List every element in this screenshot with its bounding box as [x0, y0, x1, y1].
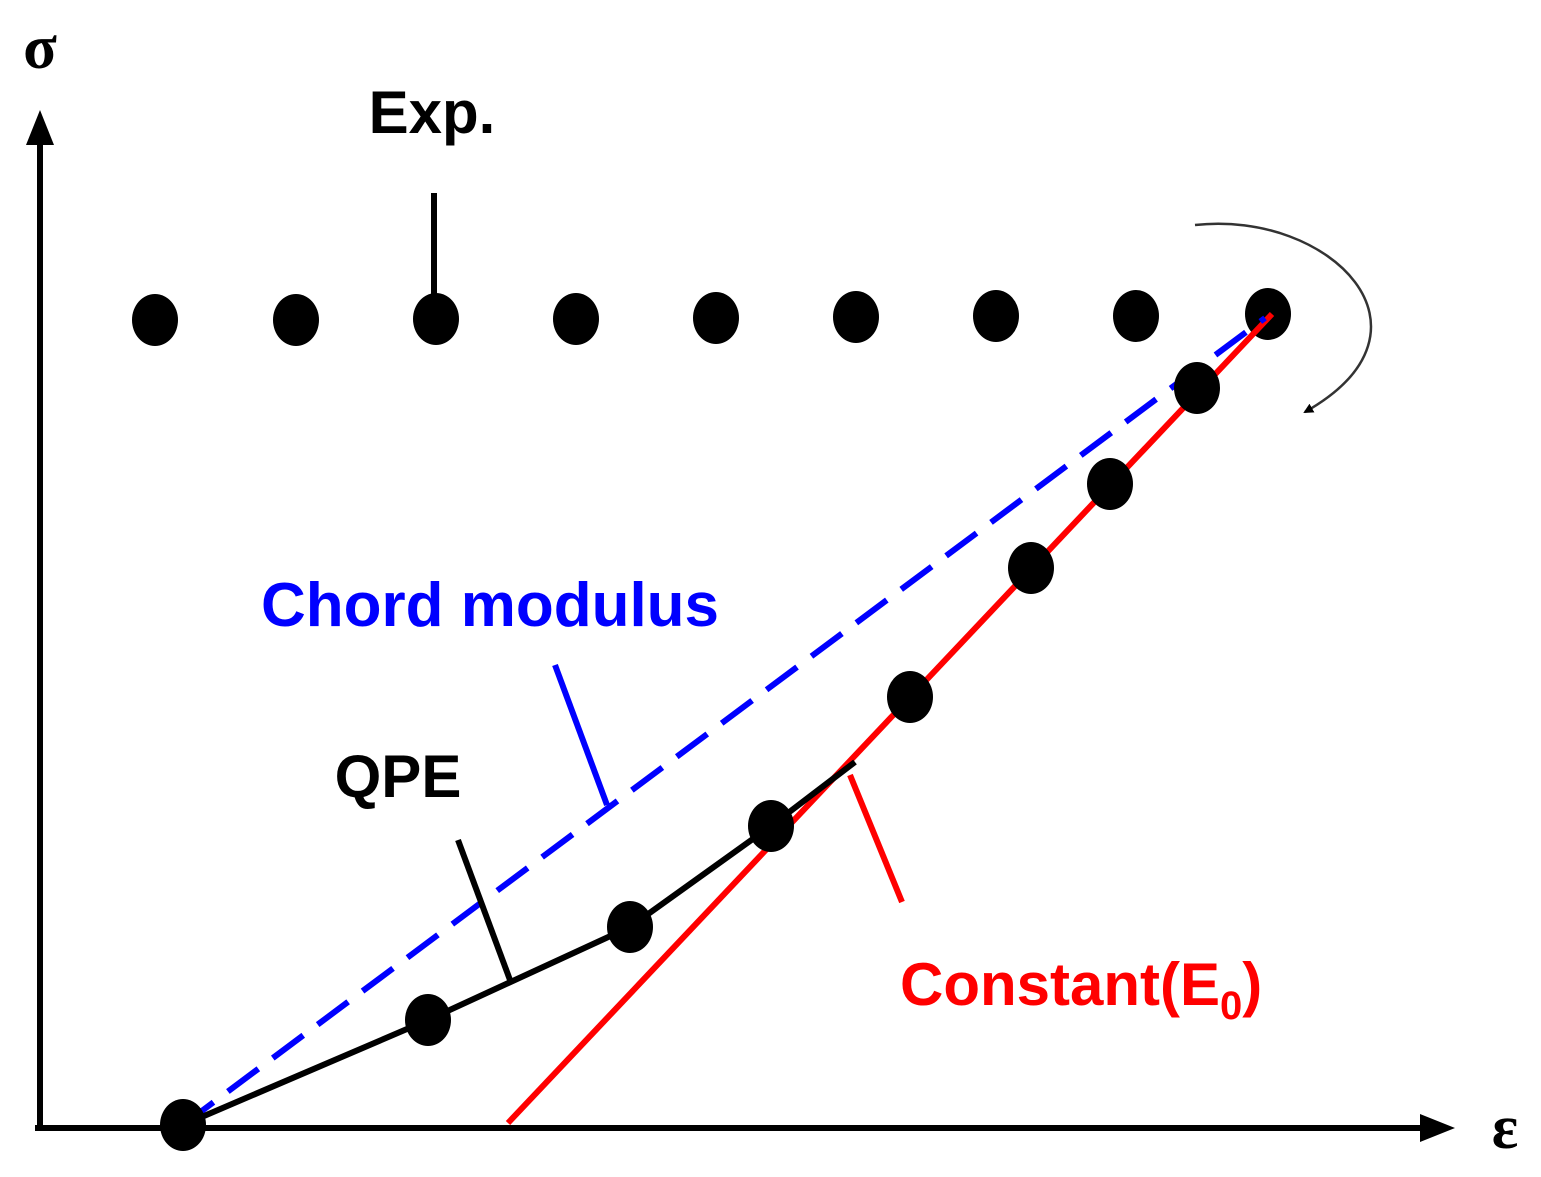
- curve-dots: [160, 362, 1220, 1151]
- chord-line: [181, 315, 1267, 1128]
- axes: [26, 110, 1455, 1142]
- chord-leader: [552, 663, 610, 807]
- constant-text: Constant(E: [900, 951, 1220, 1018]
- y-label: σ: [23, 14, 57, 82]
- x-label: ε: [1492, 1094, 1519, 1162]
- constant-subscript: 0: [1220, 984, 1242, 1028]
- qpe-leader: [455, 838, 513, 982]
- constant-line: [505, 311, 1275, 1126]
- exp-label: Exp.: [369, 79, 496, 146]
- y-arrow: [26, 110, 54, 145]
- chord-label: Chord modulus: [261, 571, 719, 640]
- x-arrow: [1420, 1114, 1455, 1142]
- qpe-label: QPE: [335, 743, 462, 810]
- constant-close: ): [1242, 951, 1262, 1018]
- constant-label: Constant(E0): [900, 951, 1262, 1028]
- constant-leader: [847, 773, 905, 904]
- exp-dots: [132, 288, 1291, 346]
- cycle-arrow: [1194, 222, 1373, 414]
